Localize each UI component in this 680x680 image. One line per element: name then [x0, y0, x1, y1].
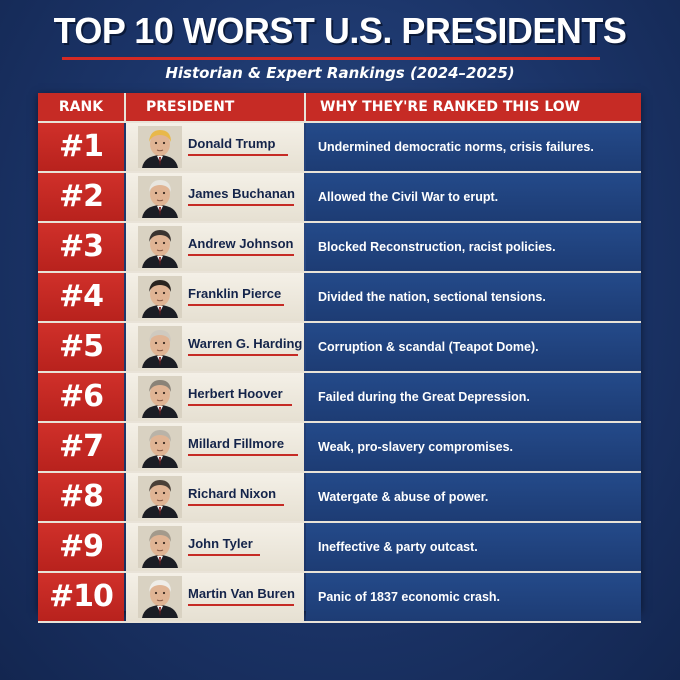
president-cell: Andrew Johnson: [126, 223, 304, 271]
president-cell: Herbert Hoover: [126, 373, 304, 421]
rank-cell: #5: [38, 323, 124, 371]
rank-cell: #6: [38, 373, 124, 421]
table-row: #5 Warren G. Harding Corruption & scandal …: [38, 323, 641, 373]
president-name: Franklin Pierce: [188, 286, 282, 301]
table-row: #3 Andrew Johnson Blocked Reconstruction, …: [38, 223, 641, 273]
president-name: Richard Nixon: [188, 486, 277, 501]
table-row: #1 Donald Trump Undermined democratic norm…: [38, 123, 641, 173]
rank-cell: #1: [38, 123, 124, 171]
table-row: #4 Franklin Pierce Divided the nation, sec…: [38, 273, 641, 323]
name-underline: [188, 254, 294, 256]
name-underline: [188, 504, 284, 506]
table-row: #9 John Tyler Ineffective & party outcast.: [38, 523, 641, 573]
president-cell: Martin Van Buren: [126, 573, 304, 621]
rank-cell: #9: [38, 523, 124, 571]
president-cell: John Tyler: [126, 523, 304, 571]
president-portrait: [138, 526, 182, 568]
rank-cell: #2: [38, 173, 124, 221]
president-portrait: [138, 226, 182, 268]
president-portrait: [138, 176, 182, 218]
president-portrait: [138, 426, 182, 468]
header-divider: [304, 93, 306, 121]
president-portrait: [138, 126, 182, 168]
reason-cell: Allowed the Civil War to erupt.: [306, 173, 641, 221]
rank-cell: #7: [38, 423, 124, 471]
president-name: Donald Trump: [188, 136, 276, 151]
reason-cell: Corruption & scandal (Teapot Dome).: [306, 323, 641, 371]
page-title: TOP 10 WORST U.S. PRESIDENTS: [53, 10, 627, 51]
president-cell: Warren G. Harding: [126, 323, 304, 371]
president-cell: Millard Fillmore: [126, 423, 304, 471]
name-underline: [188, 454, 298, 456]
president-name: Herbert Hoover: [188, 386, 283, 401]
president-cell: James Buchanan: [126, 173, 304, 221]
page-subtitle: Historian & Expert Rankings (2024–2025): [165, 64, 515, 82]
president-portrait: [138, 326, 182, 368]
president-cell: Franklin Pierce: [126, 273, 304, 321]
president-cell: Richard Nixon: [126, 473, 304, 521]
name-underline: [188, 204, 294, 206]
president-name: Andrew Johnson: [188, 236, 294, 251]
name-underline: [188, 354, 298, 356]
reason-cell: Failed during the Great Depression.: [306, 373, 641, 421]
reason-cell: Watergate & abuse of power.: [306, 473, 641, 521]
name-underline: [188, 304, 284, 306]
president-name: Millard Fillmore: [188, 436, 285, 451]
reason-cell: Panic of 1837 economic crash.: [306, 573, 641, 621]
president-cell: Donald Trump: [126, 123, 304, 171]
title-underline: [62, 57, 600, 60]
president-name: Warren G. Harding: [188, 336, 303, 351]
table-row: #8 Richard Nixon Watergate & abuse of powe…: [38, 473, 641, 523]
rank-cell: #3: [38, 223, 124, 271]
president-name: John Tyler: [188, 536, 253, 551]
column-header-why: WHY THEY'RE RANKED THIS LOW: [320, 99, 581, 115]
name-underline: [188, 554, 260, 556]
rank-cell: #4: [38, 273, 124, 321]
reason-cell: Ineffective & party outcast.: [306, 523, 641, 571]
name-underline: [188, 154, 288, 156]
reason-cell: Blocked Reconstruction, racist policies.: [306, 223, 641, 271]
table-header: RANK PRESIDENT WHY THEY'RE RANKED THIS L…: [38, 93, 641, 123]
reason-cell: Undermined democratic norms, crisis fail…: [306, 123, 641, 171]
president-portrait: [138, 276, 182, 318]
table-row: #2 James Buchanan Allowed the Civil War to…: [38, 173, 641, 223]
reason-cell: Divided the nation, sectional tensions.: [306, 273, 641, 321]
table-row: #10 Martin Van Buren Panic of 1837 economi…: [38, 573, 641, 623]
table-row: #7 Millard Fillmore Weak, pro-slavery comp…: [38, 423, 641, 473]
name-underline: [188, 404, 292, 406]
president-name: James Buchanan: [188, 186, 295, 201]
reason-cell: Weak, pro-slavery compromises.: [306, 423, 641, 471]
president-portrait: [138, 576, 182, 618]
president-portrait: [138, 376, 182, 418]
president-name: Martin Van Buren: [188, 586, 295, 601]
column-header-rank: RANK: [58, 99, 104, 115]
column-header-president: PRESIDENT: [146, 99, 235, 115]
president-portrait: [138, 476, 182, 518]
rankings-table: RANK PRESIDENT WHY THEY'RE RANKED THIS L…: [38, 93, 641, 623]
table-row: #6 Herbert Hoover Failed during the Great …: [38, 373, 641, 423]
rank-cell: #10: [38, 573, 124, 621]
rank-cell: #8: [38, 473, 124, 521]
header-divider: [124, 93, 126, 121]
name-underline: [188, 604, 294, 606]
